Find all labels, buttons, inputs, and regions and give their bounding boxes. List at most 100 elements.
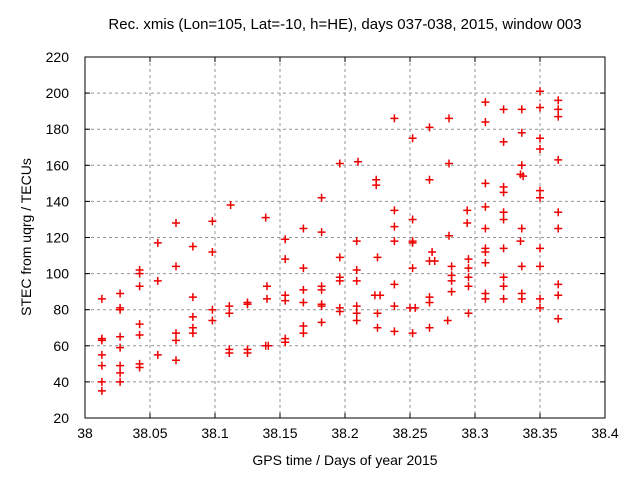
data-point-marker [390, 206, 399, 215]
data-point-marker [411, 303, 420, 312]
data-point-marker [188, 329, 197, 338]
data-point-marker [445, 231, 453, 240]
data-point-marker [172, 329, 180, 338]
data-point-marker [261, 213, 270, 222]
data-point-marker [536, 244, 544, 253]
data-point-marker [372, 181, 381, 190]
data-point-marker [536, 193, 544, 202]
data-point-marker [481, 224, 490, 233]
data-point-marker [463, 219, 472, 228]
data-point-marker [554, 280, 563, 289]
data-point-marker [390, 222, 399, 231]
data-point-marker [97, 336, 106, 345]
data-point-marker [408, 134, 417, 143]
data-point-marker [335, 276, 344, 285]
data-point-marker [536, 103, 544, 112]
data-point-marker [317, 318, 326, 327]
data-point-marker [464, 264, 473, 273]
data-point-marker [116, 289, 125, 298]
data-point-marker [153, 350, 162, 359]
data-point-marker [390, 302, 399, 311]
data-point-marker [554, 224, 563, 233]
data-point-marker [463, 206, 472, 215]
data-point-marker [281, 235, 290, 244]
y-tick-labels: 20 40 60 80 100 120 140 160 180 200 220 [46, 49, 70, 426]
data-point-marker [335, 253, 344, 262]
x-tick-label: 38.1 [201, 425, 228, 441]
data-point-marker [408, 329, 417, 338]
data-point-marker [243, 300, 252, 309]
data-point-marker [299, 224, 308, 233]
data-point-marker [499, 105, 508, 114]
data-point-marker [97, 361, 106, 370]
y-tick-label: 80 [53, 302, 69, 318]
data-point-marker [352, 316, 361, 325]
data-point-marker [481, 117, 490, 126]
data-point-marker [208, 305, 217, 314]
x-tick-label: 38 [77, 425, 93, 441]
data-point-marker [536, 262, 544, 271]
data-point-marker [428, 247, 437, 256]
data-point-marker [464, 282, 473, 291]
data-point-marker [135, 330, 144, 339]
data-point-marker [445, 159, 453, 168]
data-point-marker [225, 349, 234, 358]
data-point-marker [464, 255, 473, 264]
data-point-marker [299, 298, 308, 307]
data-point-marker [499, 188, 508, 197]
data-point-marker [390, 280, 399, 289]
data-point-marker [536, 186, 544, 195]
x-axis-label: GPS time / Days of year 2015 [252, 452, 437, 468]
data-point-marker [281, 338, 290, 347]
x-tick-label: 38.25 [392, 425, 427, 441]
y-tick-label: 40 [53, 374, 69, 390]
data-point-marker [172, 219, 180, 228]
data-point-marker [263, 294, 271, 303]
x-tick-label: 38.3 [461, 425, 488, 441]
data-point-marker [188, 242, 197, 251]
data-point-marker [499, 244, 508, 253]
data-point-marker [243, 349, 252, 358]
data-point-marker [554, 291, 563, 300]
data-point-marker [135, 363, 144, 372]
x-tick-label: 38.15 [262, 425, 297, 441]
data-point-marker [135, 282, 144, 291]
data-point-marker [499, 273, 508, 282]
data-point-marker [536, 134, 544, 143]
data-point-marker [390, 237, 399, 246]
y-tick-label: 220 [46, 49, 70, 65]
data-point-marker [373, 309, 382, 318]
data-point-marker [373, 253, 382, 262]
data-point-marker [116, 377, 125, 386]
data-point-marker [263, 282, 271, 291]
data-point-marker [153, 276, 162, 285]
data-point-marker [481, 98, 490, 107]
data-point-marker [481, 247, 490, 256]
data-point-marker [335, 159, 344, 168]
data-point-marker [408, 215, 417, 224]
data-point-marker [97, 294, 106, 303]
data-point-marker [373, 323, 382, 332]
y-tick-label: 140 [46, 193, 70, 209]
data-point-marker [226, 201, 235, 210]
data-point-marker [352, 302, 361, 311]
data-point-marker [299, 285, 308, 294]
data-point-marker [225, 309, 234, 318]
data-point-marker [481, 202, 490, 211]
data-point-marker [425, 298, 434, 307]
data-point-marker [425, 123, 434, 132]
data-point-marker [317, 193, 326, 202]
data-point-marker [281, 255, 290, 264]
data-point-marker [447, 262, 456, 271]
data-point-marker [499, 282, 508, 291]
data-point-marker [299, 264, 308, 273]
data-point-marker [447, 287, 456, 296]
data-point-marker [517, 128, 526, 137]
y-tick-label: 20 [53, 410, 69, 426]
chart-title: Rec. xmis (Lon=105, Lat=-10, h=HE), days… [108, 16, 581, 33]
data-point-marker [536, 145, 544, 154]
data-point-marker [499, 294, 508, 303]
data-point-marker [516, 237, 525, 246]
